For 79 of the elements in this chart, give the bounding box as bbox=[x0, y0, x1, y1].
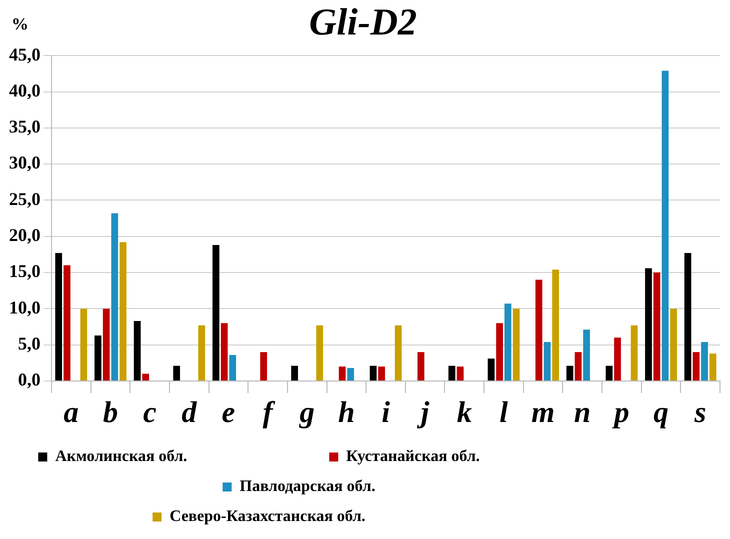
x-tick-label: c bbox=[143, 396, 156, 429]
x-tick-label: s bbox=[693, 396, 706, 429]
y-tick-label: 20,0 bbox=[9, 225, 40, 246]
bar bbox=[701, 342, 708, 380]
bar bbox=[566, 366, 574, 380]
bar bbox=[347, 368, 354, 380]
bar bbox=[504, 304, 512, 380]
legend-label: Северо-Казахстанская обл. bbox=[170, 508, 574, 526]
bar bbox=[394, 325, 402, 380]
bar bbox=[80, 308, 88, 380]
bar bbox=[606, 366, 613, 380]
bar bbox=[94, 335, 102, 380]
legend-label: Кустанайская обл. bbox=[346, 448, 688, 466]
legend-label: Акмолинская обл. bbox=[55, 448, 316, 466]
x-tick-label: b bbox=[102, 396, 118, 429]
bar bbox=[692, 352, 700, 380]
bar bbox=[316, 325, 324, 380]
x-tick-label: h bbox=[338, 396, 355, 429]
bar bbox=[102, 308, 110, 380]
bar bbox=[198, 325, 206, 380]
y-tick-label: 0,0 bbox=[18, 370, 40, 390]
x-tick-label: i bbox=[382, 396, 391, 429]
x-tick-label: m bbox=[531, 396, 555, 429]
legend-label: Павлодарская обл. bbox=[240, 478, 504, 496]
bar bbox=[614, 338, 621, 380]
bar bbox=[512, 308, 520, 380]
x-tick-label: k bbox=[456, 396, 472, 429]
bar bbox=[488, 358, 495, 380]
y-tick-label: 35,0 bbox=[9, 116, 40, 137]
bar bbox=[645, 268, 652, 380]
bar bbox=[212, 245, 220, 380]
bar bbox=[291, 366, 298, 380]
bar bbox=[370, 366, 377, 380]
bar bbox=[417, 352, 424, 380]
x-tick-label: f bbox=[262, 396, 276, 429]
bar bbox=[378, 366, 385, 380]
y-tick-label: 45,0 bbox=[9, 44, 40, 64]
x-tick-label: p bbox=[611, 396, 630, 429]
bar bbox=[709, 354, 716, 380]
x-tick-label: j bbox=[416, 396, 430, 429]
bar bbox=[173, 366, 180, 380]
bar bbox=[684, 253, 692, 380]
y-tick-label: 40,0 bbox=[9, 80, 40, 100]
x-tick-label: e bbox=[222, 396, 236, 429]
x-tick-label: l bbox=[500, 396, 509, 429]
bar bbox=[535, 280, 542, 380]
bar bbox=[64, 265, 70, 380]
bar bbox=[338, 366, 346, 380]
bar bbox=[134, 320, 141, 380]
y-tick-label: 5,0 bbox=[18, 334, 40, 354]
y-tick-label: 15,0 bbox=[9, 261, 40, 282]
bar bbox=[574, 352, 582, 380]
bar bbox=[448, 366, 456, 380]
bar bbox=[583, 330, 590, 380]
bar bbox=[220, 323, 228, 380]
bar bbox=[552, 270, 560, 380]
x-tick-label: d bbox=[182, 396, 198, 429]
bar bbox=[456, 366, 464, 380]
bar bbox=[496, 323, 503, 380]
chart-title: Gli-D2 bbox=[309, 2, 417, 44]
bar bbox=[111, 213, 118, 380]
bar bbox=[630, 325, 638, 380]
bar bbox=[544, 342, 551, 380]
x-tick-label: g bbox=[298, 396, 315, 429]
y-axis-title: % bbox=[12, 14, 28, 34]
bar bbox=[670, 308, 677, 380]
y-tick-label: 30,0 bbox=[9, 152, 40, 173]
bar bbox=[653, 272, 660, 380]
x-tick-label: n bbox=[574, 396, 591, 429]
bar bbox=[260, 352, 268, 380]
y-tick-label: 10,0 bbox=[9, 297, 40, 318]
bar bbox=[120, 242, 126, 380]
bar bbox=[142, 374, 150, 380]
bar bbox=[229, 354, 236, 380]
y-tick-label: 25,0 bbox=[9, 188, 40, 209]
x-tick-label: a bbox=[64, 396, 79, 429]
x-tick-label: q bbox=[654, 396, 669, 429]
bar bbox=[55, 253, 62, 380]
bar bbox=[662, 70, 669, 380]
